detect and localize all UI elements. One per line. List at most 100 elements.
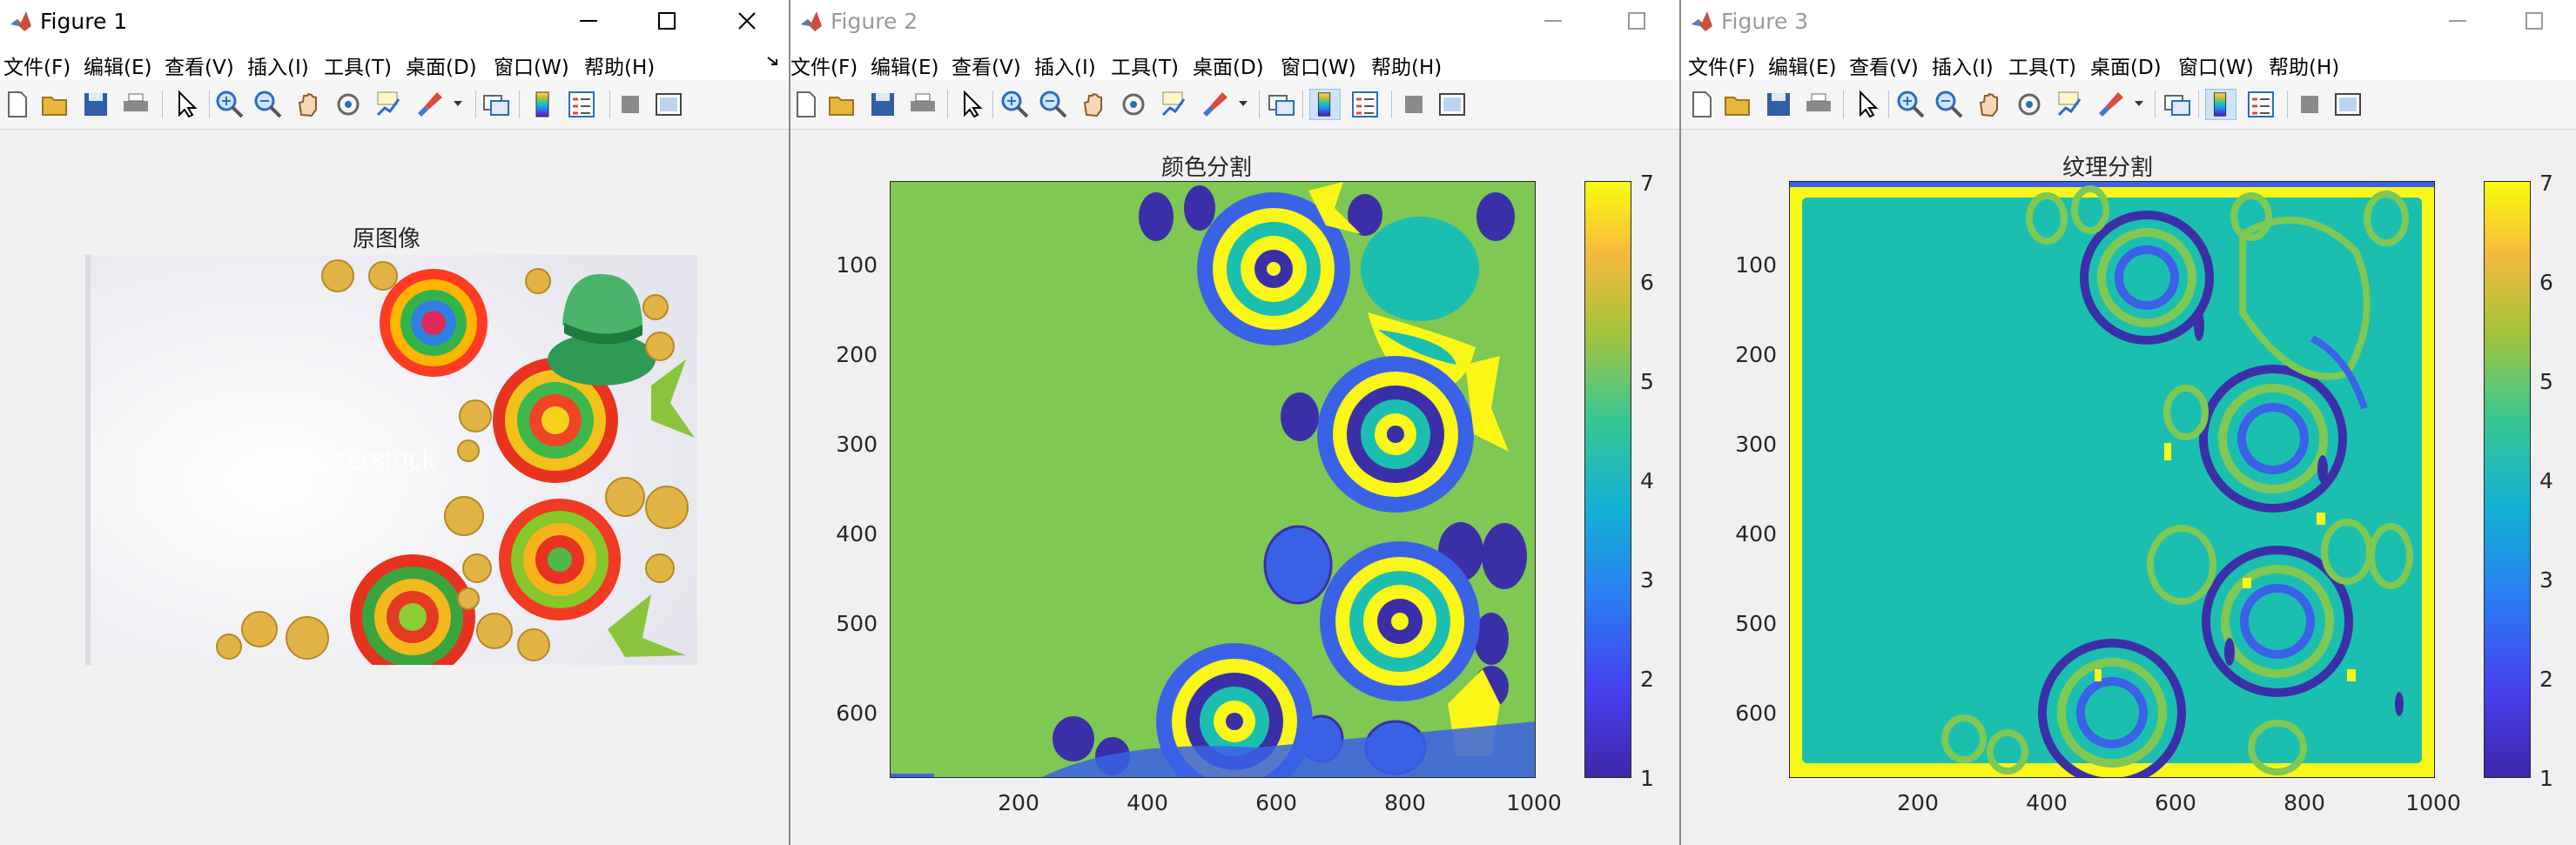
y-tick-label: 300 bbox=[1735, 432, 1777, 457]
close-button[interactable] bbox=[716, 0, 778, 42]
rotate-3d-icon[interactable] bbox=[333, 89, 364, 120]
new-figure-icon[interactable] bbox=[2, 89, 33, 120]
show-plot-tools-icon[interactable] bbox=[653, 89, 684, 120]
data-cursor-icon[interactable] bbox=[373, 89, 404, 120]
pan-hand-icon[interactable] bbox=[293, 89, 324, 120]
hide-plot-tools-icon[interactable] bbox=[615, 89, 646, 120]
menu-insert[interactable]: 插入(I) bbox=[247, 57, 309, 79]
colorbar[interactable] bbox=[2484, 181, 2531, 778]
pointer-icon[interactable] bbox=[1852, 89, 1883, 120]
y-tick-label: 500 bbox=[1735, 611, 1777, 636]
colorbar-icon[interactable] bbox=[528, 89, 559, 120]
open-file-icon[interactable] bbox=[827, 89, 858, 120]
open-file-icon[interactable] bbox=[1723, 89, 1754, 120]
print-icon[interactable] bbox=[907, 89, 938, 120]
menubar: 文件(F) 编辑(E) 查看(V) 插入(I) 工具(T) 桌面(D) 窗口(W… bbox=[0, 42, 789, 80]
colorbar-icon[interactable] bbox=[1309, 89, 1341, 120]
minimize-button[interactable] bbox=[1522, 0, 1584, 42]
menu-insert[interactable]: 插入(I) bbox=[1932, 57, 1994, 79]
legend-icon[interactable] bbox=[566, 89, 597, 120]
menu-view[interactable]: 查看(V) bbox=[952, 57, 1021, 79]
hide-plot-tools-icon[interactable] bbox=[2294, 89, 2325, 120]
save-icon[interactable] bbox=[1763, 89, 1794, 120]
menu-edit[interactable]: 编辑(E) bbox=[1768, 57, 1837, 79]
dock-arrow-icon[interactable] bbox=[766, 56, 780, 68]
maximize-button[interactable] bbox=[636, 0, 698, 42]
brush-icon[interactable] bbox=[2095, 89, 2127, 120]
zoom-out-icon[interactable] bbox=[1038, 89, 1069, 120]
rotate-3d-icon[interactable] bbox=[1118, 89, 1149, 120]
open-file-icon[interactable] bbox=[40, 89, 71, 120]
show-plot-tools-icon[interactable] bbox=[1436, 89, 1468, 120]
brush-icon[interactable] bbox=[414, 89, 446, 120]
chevron-down-icon[interactable] bbox=[453, 99, 463, 108]
zoom-out-icon[interactable] bbox=[1934, 89, 1965, 120]
menubar: 文件(F) 编辑(E) 查看(V) 插入(I) 工具(T) 桌面(D) 窗口(W… bbox=[790, 42, 1681, 80]
colorbar[interactable] bbox=[1584, 181, 1631, 778]
menu-window[interactable]: 窗口(W) bbox=[494, 57, 569, 79]
legend-icon[interactable] bbox=[1349, 89, 1381, 120]
hide-plot-tools-icon[interactable] bbox=[1398, 89, 1429, 120]
original-image: Shutterstock bbox=[85, 255, 697, 665]
menu-window[interactable]: 窗口(W) bbox=[2178, 57, 2254, 79]
data-cursor-icon[interactable] bbox=[1158, 89, 1189, 120]
menu-tools[interactable]: 工具(T) bbox=[324, 57, 392, 79]
x-tick-label: 200 bbox=[1897, 790, 1939, 815]
menu-help[interactable]: 帮助(H) bbox=[1371, 57, 1443, 79]
show-plot-tools-icon[interactable] bbox=[2332, 89, 2364, 120]
menu-file[interactable]: 文件(F) bbox=[790, 57, 858, 79]
titlebar[interactable]: Figure 1 bbox=[0, 0, 789, 42]
figure-toolbar bbox=[790, 80, 1681, 130]
minimize-button[interactable] bbox=[2426, 0, 2489, 42]
menu-desktop[interactable]: 桌面(D) bbox=[406, 57, 477, 79]
menu-tools[interactable]: 工具(T) bbox=[1111, 57, 1179, 79]
menu-file[interactable]: 文件(F) bbox=[3, 57, 71, 79]
y-tick-label: 100 bbox=[836, 252, 878, 278]
menu-desktop[interactable]: 桌面(D) bbox=[2090, 57, 2162, 79]
x-tick-label: 600 bbox=[2155, 790, 2196, 815]
maximize-button[interactable] bbox=[1605, 0, 1668, 42]
chevron-down-icon[interactable] bbox=[1238, 99, 1248, 108]
save-icon[interactable] bbox=[867, 89, 898, 120]
pan-hand-icon[interactable] bbox=[1078, 89, 1109, 120]
colorbar-icon[interactable] bbox=[2205, 89, 2236, 120]
print-icon[interactable] bbox=[120, 89, 151, 120]
menu-view[interactable]: 查看(V) bbox=[165, 57, 234, 79]
data-cursor-icon[interactable] bbox=[2054, 89, 2085, 120]
zoom-in-icon[interactable] bbox=[1895, 89, 1927, 120]
save-icon[interactable] bbox=[80, 89, 111, 120]
menu-file[interactable]: 文件(F) bbox=[1688, 57, 1756, 79]
link-plot-icon[interactable] bbox=[1266, 89, 1297, 120]
menu-help[interactable]: 帮助(H) bbox=[2269, 57, 2340, 79]
menu-insert[interactable]: 插入(I) bbox=[1034, 57, 1096, 79]
menu-edit[interactable]: 编辑(E) bbox=[84, 57, 152, 79]
pan-hand-icon[interactable] bbox=[1974, 89, 2005, 120]
pointer-icon[interactable] bbox=[956, 89, 987, 120]
chevron-down-icon[interactable] bbox=[2134, 99, 2144, 108]
brush-icon[interactable] bbox=[1200, 89, 1231, 120]
link-plot-icon[interactable] bbox=[2162, 89, 2193, 120]
colorbar-tick-label: 4 bbox=[1640, 468, 1654, 493]
new-figure-icon[interactable] bbox=[790, 89, 822, 120]
menu-edit[interactable]: 编辑(E) bbox=[871, 57, 939, 79]
legend-icon[interactable] bbox=[2245, 89, 2277, 120]
zoom-out-icon[interactable] bbox=[252, 89, 284, 120]
rotate-3d-icon[interactable] bbox=[2014, 89, 2045, 120]
print-icon[interactable] bbox=[1803, 89, 1834, 120]
menu-view[interactable]: 查看(V) bbox=[1849, 57, 1919, 79]
colorbar-tick-label: 1 bbox=[1640, 766, 1654, 791]
new-figure-icon[interactable] bbox=[1686, 89, 1718, 120]
maximize-button[interactable] bbox=[2503, 0, 2566, 42]
zoom-in-icon[interactable] bbox=[999, 89, 1031, 120]
colorbar-tick-label: 3 bbox=[2539, 567, 2553, 593]
titlebar[interactable]: Figure 2 bbox=[790, 0, 1681, 42]
menu-window[interactable]: 窗口(W) bbox=[1281, 57, 1356, 79]
menu-tools[interactable]: 工具(T) bbox=[2008, 57, 2076, 79]
link-plot-icon[interactable] bbox=[481, 89, 512, 120]
menu-desktop[interactable]: 桌面(D) bbox=[1193, 57, 1264, 79]
titlebar[interactable]: Figure 3 bbox=[1681, 0, 2576, 42]
zoom-in-icon[interactable] bbox=[214, 89, 245, 120]
menu-help[interactable]: 帮助(H) bbox=[584, 57, 656, 79]
pointer-icon[interactable] bbox=[171, 89, 202, 120]
minimize-button[interactable] bbox=[557, 0, 620, 42]
